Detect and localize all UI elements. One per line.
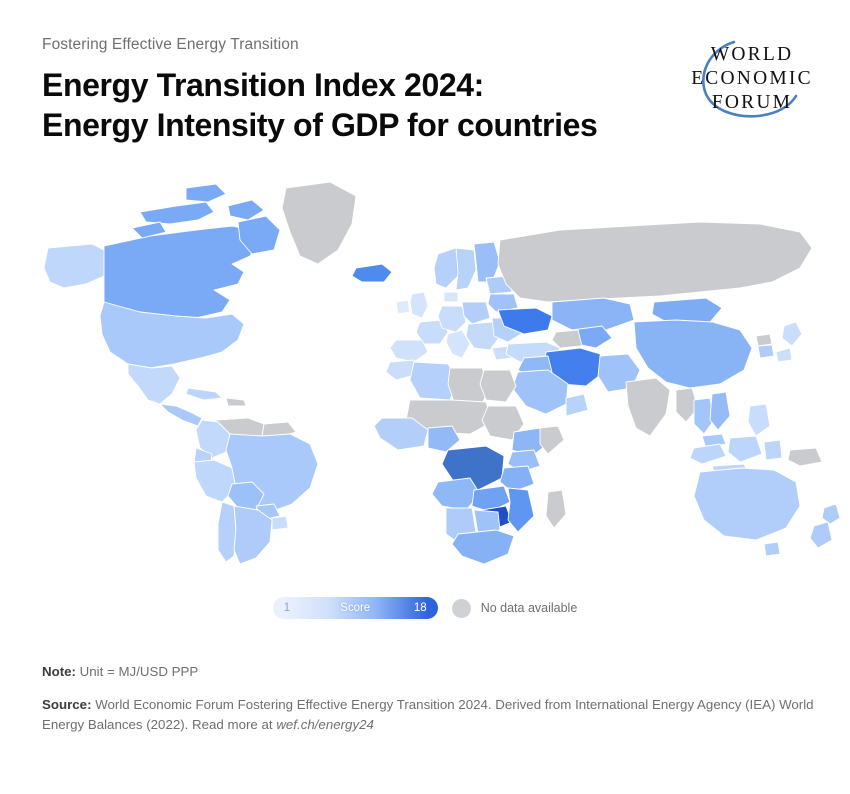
country-united-kingdom xyxy=(409,291,429,319)
country-canada xyxy=(103,225,259,319)
logo-line-2: ECONOMIC xyxy=(691,68,813,89)
country-thailand xyxy=(693,397,715,435)
source-link[interactable]: wef.ch/energy24 xyxy=(276,717,374,733)
country-india xyxy=(625,377,671,437)
country-tanzania xyxy=(499,465,535,493)
country-kenya xyxy=(507,449,541,473)
country-japan xyxy=(781,321,803,347)
country-mexico xyxy=(127,363,181,405)
country-somalia xyxy=(539,425,565,455)
country-sweden xyxy=(455,247,477,291)
logo-line-3: FORUM xyxy=(712,92,792,113)
country-ireland xyxy=(395,299,411,315)
country-alaska xyxy=(43,243,105,289)
country-iceland xyxy=(351,263,393,283)
country-north-korea xyxy=(755,333,773,347)
country-japan-south xyxy=(775,347,793,363)
country-canada-arctic xyxy=(139,201,215,225)
country-tasmania xyxy=(763,541,781,557)
country-new-zealand-south xyxy=(809,521,833,549)
country-ukraine xyxy=(497,307,553,335)
kicker-text: Fostering Effective Energy Transition xyxy=(42,36,299,53)
no-data-label: No data available xyxy=(480,601,578,615)
country-saudi-arabia xyxy=(511,369,569,415)
logo-line-1: WORLD xyxy=(711,44,794,65)
country-australia xyxy=(693,467,801,541)
country-philippines xyxy=(747,403,771,437)
country-dr-congo xyxy=(441,445,505,491)
country-sudan xyxy=(481,405,525,441)
country-central-america xyxy=(159,403,203,427)
country-finland xyxy=(473,241,501,283)
country-germany xyxy=(437,305,467,333)
map-legend: 1 Score 18 No data available xyxy=(0,592,850,624)
country-italy xyxy=(445,329,471,359)
source-line: Source: World Economic Forum Fostering E… xyxy=(42,695,822,735)
country-nigeria xyxy=(427,425,461,453)
country-egypt xyxy=(479,369,517,403)
country-mozambique xyxy=(507,487,535,533)
country-madagascar xyxy=(545,489,567,529)
country-new-zealand xyxy=(821,503,841,525)
country-west-africa xyxy=(373,417,429,451)
country-vietnam xyxy=(709,391,731,431)
country-indonesia-sulawesi xyxy=(763,439,783,461)
country-canada-islands-2 xyxy=(131,221,167,239)
country-indonesia-sumatra xyxy=(689,443,727,465)
footer: Note: Unit = MJ/USD PPP Source: World Ec… xyxy=(42,662,822,736)
country-south-korea xyxy=(757,344,775,359)
world-economic-forum-logo: WORLD ECONOMIC FORUM xyxy=(672,36,822,122)
country-united-states xyxy=(99,301,245,369)
page-title: Energy Transition Index 2024: Energy Int… xyxy=(42,66,598,143)
country-colombia xyxy=(195,419,231,459)
country-kazakhstan xyxy=(551,297,635,331)
country-poland xyxy=(461,301,491,325)
note-text: Unit = MJ/USD PPP xyxy=(75,664,199,679)
country-canada-islands-3 xyxy=(227,199,265,221)
country-botswana xyxy=(473,509,501,535)
country-oman-yemen xyxy=(565,393,589,417)
source-label: Source: xyxy=(42,697,92,713)
score-gradient-scale: 1 Score 18 xyxy=(272,597,438,619)
world-choropleth-map xyxy=(0,172,850,572)
country-uruguay xyxy=(271,515,289,531)
no-data-swatch-icon xyxy=(451,598,471,618)
header: Fostering Effective Energy Transition En… xyxy=(42,36,820,156)
country-turkmenistan xyxy=(551,329,583,349)
country-argentina xyxy=(233,505,273,565)
country-mongolia xyxy=(651,297,723,325)
scale-min-label: 1 xyxy=(283,602,291,614)
scale-title-label: Score xyxy=(340,602,371,614)
country-hispaniola xyxy=(225,397,247,407)
note-label: Note: xyxy=(42,664,76,679)
country-ethiopia xyxy=(511,427,549,457)
country-china xyxy=(633,319,753,389)
country-south-africa xyxy=(451,529,515,565)
country-baffin-island xyxy=(237,215,281,255)
country-cuba xyxy=(185,387,223,401)
country-russia xyxy=(497,221,813,303)
country-denmark xyxy=(443,291,459,303)
no-data-legend-entry: No data available xyxy=(451,598,578,618)
country-myanmar xyxy=(675,387,699,423)
note-line: Note: Unit = MJ/USD PPP xyxy=(42,662,822,682)
country-greenland xyxy=(281,181,357,265)
source-text: World Economic Forum Fostering Effective… xyxy=(42,697,814,733)
scale-max-label: 18 xyxy=(413,602,427,614)
country-canada-islands-1 xyxy=(185,183,227,203)
country-morocco xyxy=(385,359,419,381)
country-papua-new-guinea xyxy=(787,447,823,467)
country-indonesia-borneo xyxy=(727,435,763,463)
country-spain-portugal xyxy=(389,339,429,363)
country-chile xyxy=(217,501,237,563)
